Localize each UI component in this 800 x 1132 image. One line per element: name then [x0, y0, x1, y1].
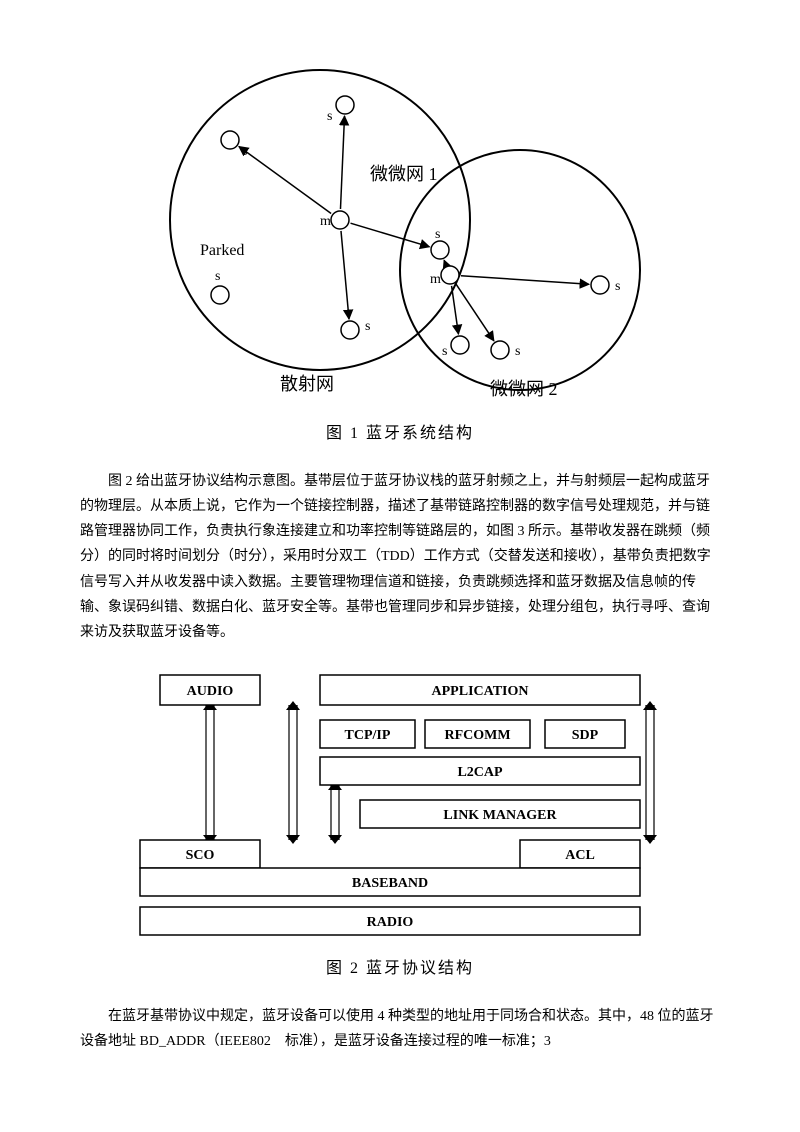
figure-1-bluetooth-system-structure: m s s s s s m s s s 微微网 1 Parked 散射网 微微网 2	[130, 50, 670, 410]
figure-2-bluetooth-protocol-structure: AUDIO APPLICATION TCP/IP RFCOMM SDP L2CAP LINK…	[120, 655, 680, 945]
svg-text:L2CAP: L2CAP	[457, 765, 503, 780]
svg-text:TCP/IP: TCP/IP	[345, 728, 391, 743]
svg-text:微微网 2: 微微网 2	[490, 379, 558, 399]
svg-text:微微网 1: 微微网 1	[370, 164, 438, 184]
svg-text:SDP: SDP	[572, 728, 599, 743]
paragraph-1: 图 2 给出蓝牙协议结构示意图。基带层位于蓝牙协议栈的蓝牙射频之上，并与射频层一…	[80, 469, 720, 645]
svg-text:m: m	[430, 272, 441, 287]
svg-text:m: m	[320, 214, 331, 229]
svg-text:s: s	[515, 344, 520, 359]
svg-text:ACL: ACL	[565, 848, 595, 863]
svg-text:RADIO: RADIO	[367, 915, 414, 930]
svg-text:s: s	[327, 109, 332, 124]
svg-text:s: s	[215, 269, 220, 284]
svg-text:s: s	[242, 144, 247, 159]
svg-text:s: s	[365, 319, 370, 334]
figure-2-caption: 图 2 蓝牙协议结构	[80, 955, 720, 984]
svg-text:s: s	[442, 344, 447, 359]
svg-text:s: s	[435, 227, 440, 242]
svg-text:散射网: 散射网	[280, 374, 334, 394]
figure-1-caption: 图 1 蓝牙系统结构	[80, 420, 720, 449]
svg-text:LINK MANAGER: LINK MANAGER	[443, 808, 557, 823]
svg-text:RFCOMM: RFCOMM	[444, 728, 510, 743]
svg-text:s: s	[615, 279, 620, 294]
paragraph-2: 在蓝牙基带协议中规定，蓝牙设备可以使用 4 种类型的地址用于同场合和状态。其中，…	[80, 1004, 720, 1054]
svg-text:APPLICATION: APPLICATION	[432, 684, 529, 699]
svg-text:BASEBAND: BASEBAND	[352, 876, 428, 891]
svg-text:Parked: Parked	[200, 242, 244, 259]
svg-text:AUDIO: AUDIO	[187, 684, 234, 699]
svg-text:SCO: SCO	[186, 848, 215, 863]
